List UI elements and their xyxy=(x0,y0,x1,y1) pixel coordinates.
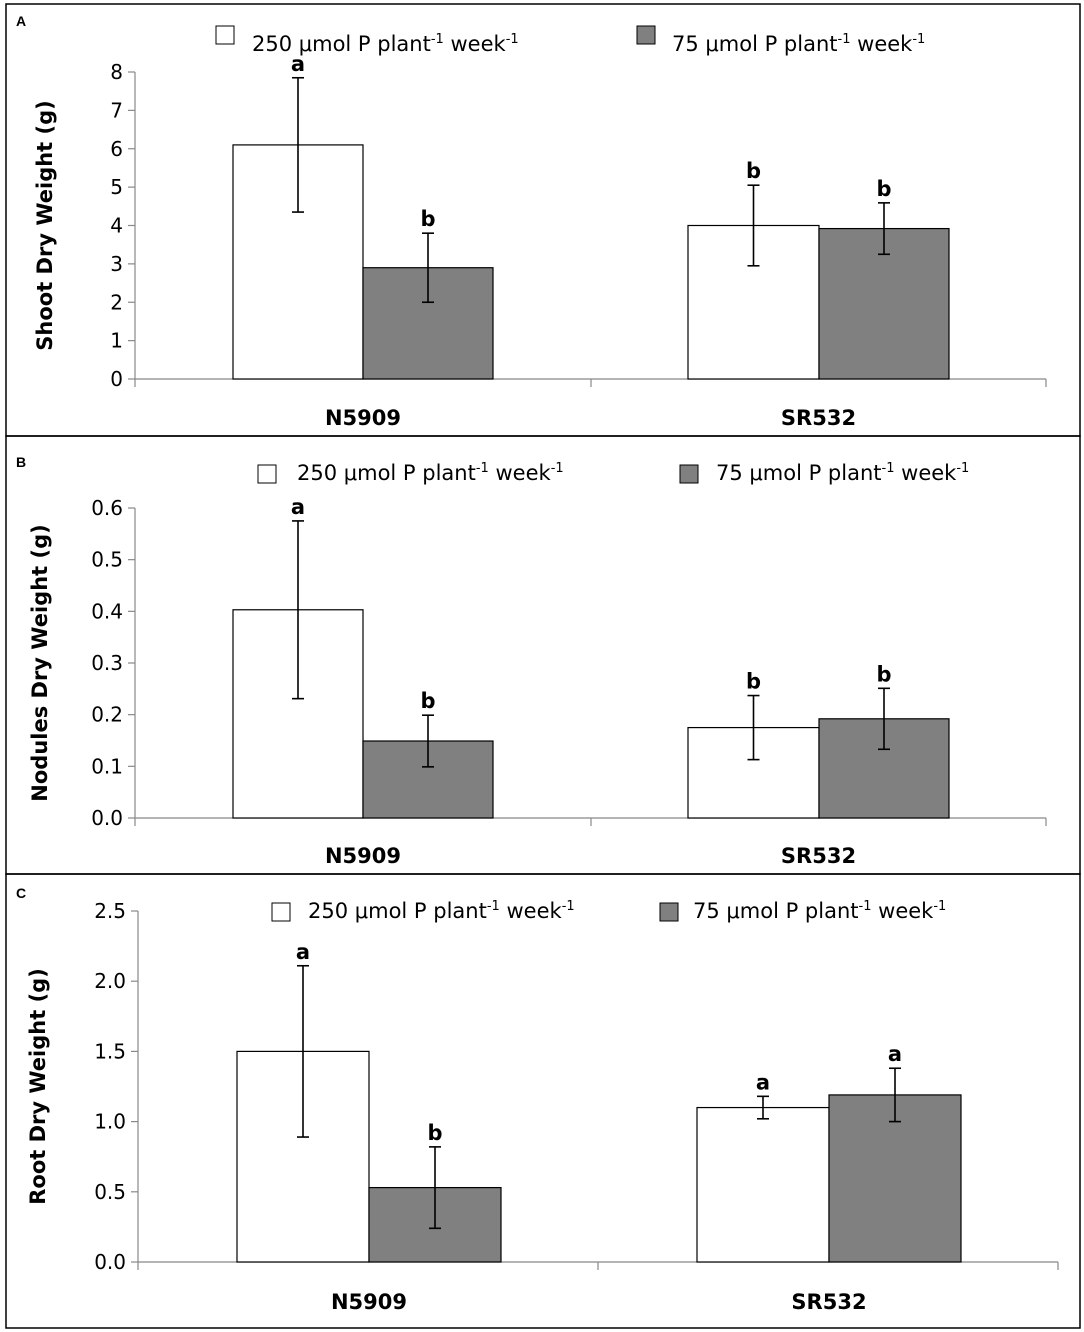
legend-superscript: -1 xyxy=(431,32,444,47)
legend-swatch-2 xyxy=(636,25,656,45)
legend-swatch-2 xyxy=(679,464,699,484)
legend-text-part: week xyxy=(894,461,957,485)
legend-superscript: -1 xyxy=(476,461,489,476)
category-label-sr532: SR532 xyxy=(791,1290,866,1314)
y-axis-title: Nodules Dry Weight (g) xyxy=(28,524,52,801)
significance-letter: a xyxy=(291,52,305,76)
legend-text-part: week xyxy=(871,899,934,923)
legend-text-part: 75 μmol P plant xyxy=(672,32,838,56)
y-tick-label: 2.5 xyxy=(94,899,126,923)
legend-swatch-1 xyxy=(215,25,235,45)
y-tick-label: 0.3 xyxy=(91,651,123,675)
legend-text-part: week xyxy=(489,461,552,485)
y-tick-label: 0.5 xyxy=(94,1180,126,1204)
y-tick-label: 0 xyxy=(110,367,123,391)
legend-text-part: 250 μmol P plant xyxy=(252,32,431,56)
legend-text-part: 75 μmol P plant xyxy=(693,899,859,923)
y-tick-label: 0.6 xyxy=(91,496,123,520)
legend-superscript: -1 xyxy=(487,899,500,914)
panel-frame xyxy=(5,873,1081,1329)
bar-sr532-series2 xyxy=(828,1094,962,1263)
panel-letter: A xyxy=(16,13,26,29)
y-tick-label: 2.0 xyxy=(94,969,126,993)
legend-swatch-1 xyxy=(257,464,277,484)
legend-superscript: -1 xyxy=(882,461,895,476)
y-tick-label: 0.4 xyxy=(91,599,123,623)
significance-letter: b xyxy=(420,207,435,231)
y-tick-label: 1.0 xyxy=(94,1110,126,1134)
y-tick-label: 0.1 xyxy=(91,754,123,778)
y-tick-label: 1.5 xyxy=(94,1039,126,1063)
legend-superscript: -1 xyxy=(956,461,969,476)
panel-letter: B xyxy=(16,454,26,470)
y-tick-label: 0.5 xyxy=(91,548,123,572)
legend-label-1: 250 μmol P plant-1 week-1 xyxy=(252,32,519,56)
y-tick-label: 0.0 xyxy=(94,1250,126,1274)
category-label-sr532: SR532 xyxy=(781,406,856,430)
y-axis-title: Shoot Dry Weight (g) xyxy=(33,100,57,350)
legend-label-1: 250 μmol P plant-1 week-1 xyxy=(297,461,564,485)
legend-label-2: 75 μmol P plant-1 week-1 xyxy=(716,461,969,485)
chart-panel-b: B 250 μmol P plant-1 week-1 75 μmol P plan… xyxy=(5,435,1081,875)
y-tick-label: 0.2 xyxy=(91,703,123,727)
bar-n5909-series1 xyxy=(232,144,364,380)
y-axis-title: Root Dry Weight (g) xyxy=(26,968,50,1205)
legend-text-part: week xyxy=(500,899,563,923)
legend-superscript: -1 xyxy=(551,461,564,476)
legend-text-part: week xyxy=(444,32,507,56)
y-tick-label: 3 xyxy=(110,252,123,276)
legend-text-part: 250 μmol P plant xyxy=(308,899,487,923)
significance-letter: b xyxy=(876,177,891,201)
panel-letter: C xyxy=(16,885,26,901)
category-label-n5909: N5909 xyxy=(325,406,401,430)
significance-letter: b xyxy=(746,670,761,694)
y-tick-label: 2 xyxy=(110,290,123,314)
legend-superscript: -1 xyxy=(933,899,946,914)
y-tick-label: 1 xyxy=(110,329,123,353)
legend-label-1: 250 μmol P plant-1 week-1 xyxy=(308,899,575,923)
legend-label-2: 75 μmol P plant-1 week-1 xyxy=(672,32,925,56)
legend-superscript: -1 xyxy=(562,899,575,914)
bar-sr532-series1 xyxy=(696,1106,830,1263)
y-tick-label: 4 xyxy=(110,214,123,238)
category-label-sr532: SR532 xyxy=(781,844,856,868)
y-tick-label: 5 xyxy=(110,175,123,199)
legend-superscript: -1 xyxy=(838,32,851,47)
significance-letter: b xyxy=(420,689,435,713)
significance-letter: a xyxy=(888,1042,902,1066)
significance-letter: b xyxy=(746,159,761,183)
legend-superscript: -1 xyxy=(859,899,872,914)
legend-label-2: 75 μmol P plant-1 week-1 xyxy=(693,899,946,923)
significance-letter: b xyxy=(876,662,891,686)
legend-superscript: -1 xyxy=(506,32,519,47)
significance-letter: a xyxy=(296,940,310,964)
y-tick-label: 6 xyxy=(110,137,123,161)
y-tick-label: 8 xyxy=(110,60,123,84)
legend-text-part: week xyxy=(850,32,913,56)
legend-swatch-1 xyxy=(271,902,291,922)
significance-letter: a xyxy=(756,1070,770,1094)
significance-letter: a xyxy=(291,495,305,519)
category-label-n5909: N5909 xyxy=(325,844,401,868)
category-label-n5909: N5909 xyxy=(331,1290,407,1314)
legend-superscript: -1 xyxy=(912,32,925,47)
y-tick-label: 0.0 xyxy=(91,806,123,830)
significance-letter: b xyxy=(427,1121,442,1145)
legend-swatch-2 xyxy=(659,902,679,922)
y-tick-label: 7 xyxy=(110,98,123,122)
legend-text-part: 250 μmol P plant xyxy=(297,461,476,485)
legend-text-part: 75 μmol P plant xyxy=(716,461,882,485)
